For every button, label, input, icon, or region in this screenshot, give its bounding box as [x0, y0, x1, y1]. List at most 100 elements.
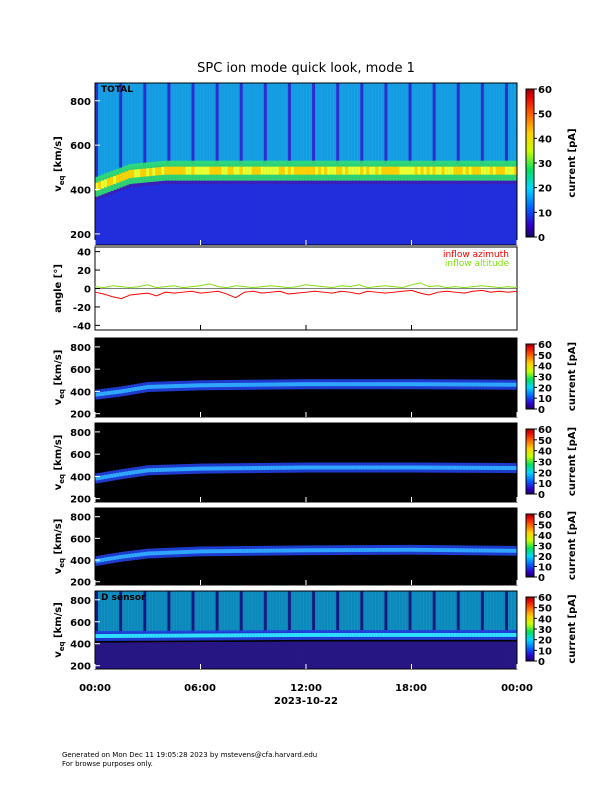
heatmap-cell [236, 591, 241, 633]
heatmap-cell [486, 632, 491, 637]
heatmap-cell [399, 632, 403, 637]
heatmap-cell [495, 591, 500, 632]
heatmap-cell [185, 383, 189, 388]
y-axis-label-sub: eq [58, 642, 66, 652]
heatmap-cell [504, 548, 509, 553]
heatmap-cell [417, 166, 422, 175]
heatmap-cell [513, 591, 518, 632]
heatmap-cell [318, 183, 322, 245]
heatmap-cell [423, 641, 428, 669]
colorbar-tick-label: 40 [538, 362, 552, 373]
heatmap-cell [435, 632, 440, 637]
heatmap-cell [447, 166, 452, 175]
heatmap-cell [125, 554, 129, 559]
heatmap-cell [510, 548, 515, 553]
heatmap-cell [188, 642, 192, 669]
heatmap-cell [122, 172, 126, 181]
heatmap-cell [432, 382, 437, 387]
y-tick-label: 200 [70, 495, 91, 506]
heatmap-cell [146, 468, 150, 473]
heatmap-cell [480, 183, 485, 245]
heatmap-cell [336, 465, 340, 470]
heatmap-cell [432, 166, 437, 175]
heatmap-cell [203, 166, 208, 175]
heatmap-cell [185, 642, 189, 669]
heatmap-cell [122, 471, 126, 476]
heatmap-cell [194, 633, 198, 638]
heatmap-cell [477, 166, 482, 175]
heatmap-cell [215, 166, 220, 175]
y-tick-label: 600 [70, 534, 91, 545]
heatmap-cell [324, 83, 328, 164]
heatmap-cell [369, 591, 373, 632]
heatmap-cell [375, 83, 379, 164]
heatmap-cell [402, 641, 406, 669]
heatmap-cell [176, 83, 180, 164]
heatmap-cell [260, 641, 265, 669]
heatmap-cell [408, 465, 412, 470]
heatmap-cell [206, 549, 211, 554]
heatmap-cell [251, 641, 256, 669]
heatmap-cell [474, 382, 479, 387]
heatmap-cell [161, 166, 165, 175]
heatmap-cell [402, 465, 406, 470]
heatmap-cell [149, 591, 153, 633]
heatmap-cell [113, 83, 117, 174]
heatmap-cell [384, 591, 388, 632]
y-axis-label-sub: eq [58, 176, 66, 186]
heatmap-cell [387, 547, 391, 552]
heatmap-cell [173, 183, 177, 245]
heatmap-cell [306, 183, 310, 245]
x-axis-date-label: 2023-10-22 [274, 696, 338, 707]
heatmap-cell [263, 465, 268, 470]
heatmap-cell [212, 633, 217, 638]
heatmap-cell [296, 183, 301, 245]
heatmap-cell [275, 83, 280, 164]
heatmap-cell [330, 382, 334, 387]
heatmap-cell [149, 468, 153, 473]
heatmap-cell [432, 641, 437, 669]
heatmap-cell [167, 183, 171, 245]
heatmap-cell [191, 166, 195, 175]
heatmap-cell [411, 183, 416, 245]
heatmap-cell [384, 83, 388, 164]
heatmap-cell [128, 83, 132, 168]
heatmap-cell [459, 465, 464, 470]
heatmap-cell [318, 465, 322, 470]
heatmap-cell [203, 83, 208, 164]
heatmap-cell [140, 385, 144, 390]
heatmap-cell [206, 83, 211, 164]
y-tick-label: 600 [70, 618, 91, 629]
heatmap-cell [176, 550, 180, 555]
heatmap-cell [206, 591, 211, 633]
heatmap-cell [275, 183, 280, 245]
heatmap-cell [384, 465, 388, 470]
heatmap-cell [272, 591, 277, 632]
heatmap-cell [263, 548, 268, 553]
heatmap-cell [501, 183, 506, 245]
heatmap-cell [453, 166, 458, 175]
heatmap-cell [251, 83, 256, 164]
heatmap-cell [101, 591, 105, 633]
heatmap-cell [239, 183, 244, 245]
heatmap-cell [423, 166, 428, 175]
heatmap-cell [293, 183, 298, 245]
heatmap-cell [269, 633, 274, 638]
heatmap-cell [155, 384, 159, 389]
heatmap-cell [501, 632, 506, 637]
heatmap-cell [266, 166, 271, 175]
heatmap-cell [293, 83, 298, 164]
heatmap-cell [104, 179, 108, 188]
heatmap-cell [194, 549, 198, 554]
heatmap-cell [408, 382, 412, 387]
heatmap-cell [507, 632, 512, 637]
heatmap-cell [450, 548, 455, 553]
heatmap-cell [239, 166, 244, 175]
heatmap-cell [257, 465, 262, 471]
heatmap-cell [336, 166, 340, 175]
heatmap-cell [164, 384, 168, 389]
heatmap-cell [486, 183, 491, 245]
heatmap-cell [324, 548, 328, 553]
heatmap-cell [513, 466, 518, 471]
heatmap-cell [95, 392, 99, 397]
